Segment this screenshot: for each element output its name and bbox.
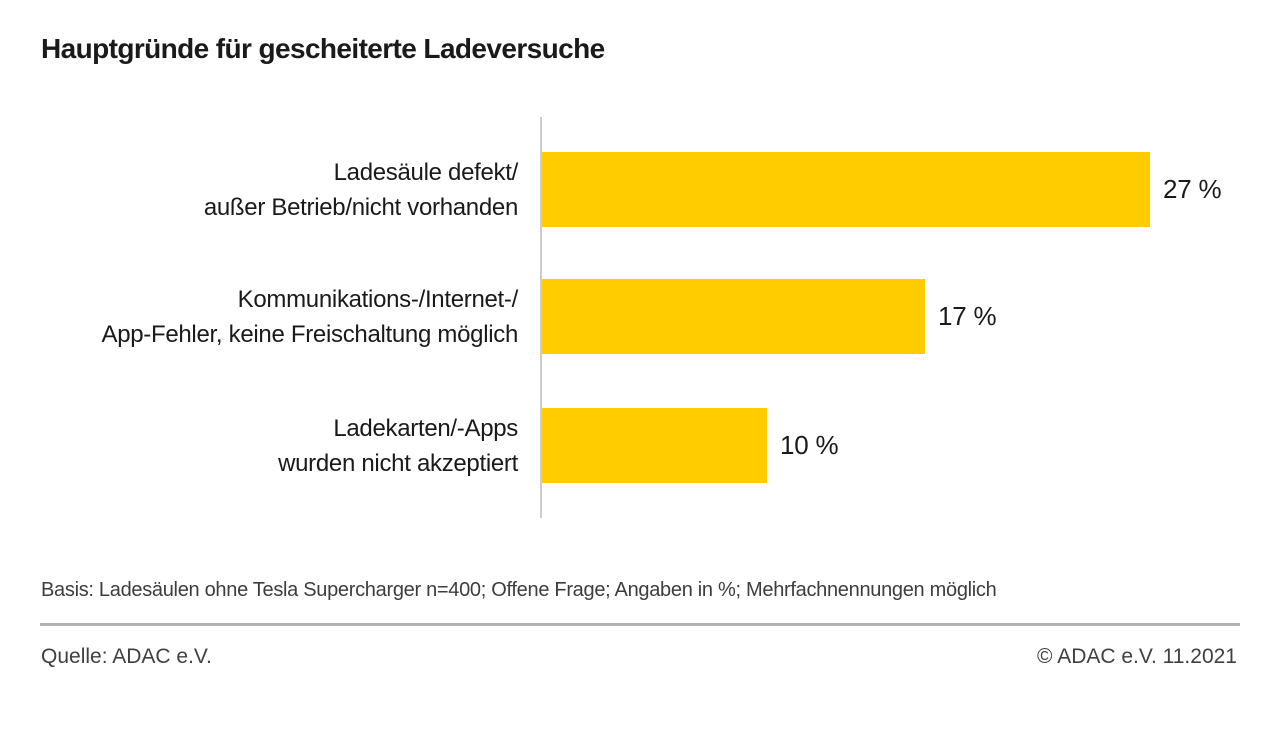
- value-label: 17 %: [938, 301, 997, 331]
- bar: [542, 279, 925, 354]
- copyright-label: © ADAC e.V. 11.2021: [1037, 645, 1237, 668]
- category-label-line: Ladesäule defekt/: [333, 158, 519, 186]
- basis-note: Basis: Ladesäulen ohne Tesla Supercharge…: [41, 579, 997, 601]
- category-label-line: wurden nicht akzeptiert: [278, 449, 518, 477]
- value-label: 10 %: [780, 430, 839, 460]
- footer-divider: [40, 623, 1240, 626]
- value-label: 27 %: [1163, 174, 1222, 204]
- y-axis-line: [540, 117, 542, 518]
- bar-track: 17 %: [542, 279, 997, 354]
- category-label: Ladesäule defekt/ außer Betrieb/nicht vo…: [204, 152, 518, 227]
- bar: [542, 408, 767, 483]
- chart-title: Hauptgründe für gescheiterte Ladeversuch…: [41, 33, 605, 64]
- source-label: Quelle: ADAC e.V.: [41, 645, 212, 668]
- category-label: Kommunikations-/Internet-/ App-Fehler, k…: [101, 279, 518, 354]
- bar-track: 10 %: [542, 408, 839, 483]
- category-label-line: App-Fehler, keine Freischaltung möglich: [101, 320, 518, 348]
- bar-track: 27 %: [542, 152, 1222, 227]
- category-label-line: Kommunikations-/Internet-/: [237, 285, 519, 313]
- category-label: Ladekarten/-Apps wurden nicht akzeptiert: [278, 408, 518, 483]
- category-label-line: außer Betrieb/nicht vorhanden: [203, 193, 518, 221]
- bar: [542, 152, 1150, 227]
- category-label-line: Ladekarten/-Apps: [333, 414, 518, 442]
